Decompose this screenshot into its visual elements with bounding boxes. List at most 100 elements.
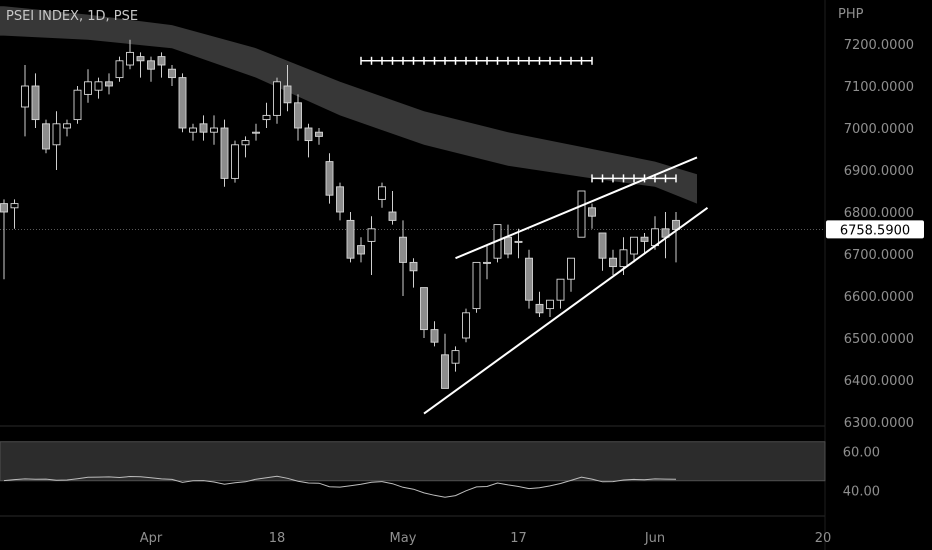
drawing-annotations[interactable]: [360, 56, 709, 415]
candle-body-up: [273, 81, 281, 116]
candle: [483, 245, 491, 280]
price-tick-label: 6500.0000: [844, 332, 914, 347]
candle-body-down: [609, 257, 617, 268]
candle-body-down: [105, 81, 113, 87]
candle-body-up: [619, 249, 628, 268]
candle: [304, 123, 313, 158]
candle-body-up: [84, 81, 92, 95]
candle: [420, 287, 428, 338]
candle-body-up: [367, 228, 376, 242]
oscillator-tick-label: 40.00: [843, 485, 880, 500]
candle: [630, 236, 638, 263]
candle: [105, 73, 113, 95]
price-axis[interactable]: 7200.0000 7100.0000 7000.0000 6900.0000 6800…: [826, 38, 924, 500]
candle: [10, 199, 19, 229]
candle-body-down: [672, 219, 680, 230]
candle-body-down: [441, 354, 449, 389]
last-price-label: 6758.5900: [840, 223, 910, 238]
candle: [0, 199, 8, 280]
candle-body-down: [420, 287, 428, 331]
candle: [73, 86, 82, 124]
candle-body-down: [178, 77, 187, 129]
candle-body-up: [630, 236, 638, 255]
price-tick-label: 6300.0000: [844, 416, 914, 431]
cross-marker-row: [360, 56, 593, 65]
candle-body-down: [588, 207, 596, 217]
candle-body-up: [462, 312, 470, 339]
candle-body-down: [294, 102, 302, 129]
candle-body-up: [63, 123, 71, 129]
candle-body-up: [514, 240, 523, 243]
candle: [535, 291, 544, 317]
time-tick-label: Jun: [644, 531, 665, 546]
candle-body-down: [42, 123, 50, 150]
trend-line: [423, 206, 709, 415]
candle-body-up: [126, 51, 134, 66]
candle: [21, 65, 29, 137]
candle-body-up: [556, 278, 565, 301]
candle: [325, 153, 334, 204]
candle: [388, 191, 397, 225]
time-tick-label: 17: [510, 531, 527, 546]
candle: [126, 39, 134, 70]
price-tick-label: 6800.0000: [844, 206, 914, 221]
candle-body-up: [577, 190, 586, 238]
candle: [546, 299, 554, 317]
candle-body-down: [598, 232, 607, 259]
candle: [273, 77, 281, 124]
time-tick-label: Apr: [140, 531, 163, 546]
candle-body-down: [304, 127, 313, 142]
moving-average-band: [0, 6, 697, 204]
candle: [441, 333, 449, 389]
candle: [252, 123, 260, 141]
candle-body-down: [0, 203, 8, 213]
candle: [525, 249, 533, 309]
candle: [367, 216, 376, 275]
candle: [672, 212, 680, 263]
price-tick-label: 6600.0000: [844, 290, 914, 305]
candle-body-down: [535, 303, 544, 314]
candle: [451, 346, 460, 372]
candle: [63, 119, 71, 137]
candle: [189, 123, 197, 141]
candle-body-down: [220, 127, 229, 179]
candle: [157, 52, 166, 78]
price-unit-label: PHP: [838, 7, 864, 22]
time-axis[interactable]: Apr 18 May 17 Jun 20: [140, 531, 832, 546]
candle: [598, 232, 607, 271]
price-tick-label: 6400.0000: [844, 374, 914, 389]
candle-body-up: [210, 127, 218, 133]
candle: [262, 102, 271, 128]
candle-body-down: [525, 257, 533, 301]
candle: [640, 233, 649, 254]
candle: [346, 212, 355, 263]
candle-body-up: [241, 140, 250, 146]
candle: [588, 203, 596, 229]
trend-line: [455, 156, 698, 260]
candle-body-up: [231, 144, 239, 179]
time-tick-label: 18: [269, 531, 286, 546]
candle-body-down: [147, 60, 155, 70]
oscillator-panel: [0, 441, 826, 498]
candle-body-up: [483, 261, 491, 264]
candle-body-up: [94, 81, 103, 91]
candle: [462, 308, 470, 343]
candle: [294, 94, 302, 141]
candle: [399, 220, 407, 296]
candle: [42, 119, 50, 154]
candle-body-down: [199, 123, 208, 133]
candle-body-up: [73, 89, 82, 121]
candle-body-down: [283, 85, 292, 104]
candle-body-up: [115, 60, 124, 79]
candle: [136, 52, 145, 78]
candle-body-down: [388, 211, 397, 221]
candle-body-up: [252, 131, 260, 134]
candle: [556, 278, 565, 309]
oscillator-tick-label: 60.00: [843, 446, 880, 461]
candle: [336, 182, 344, 221]
candle: [430, 321, 439, 347]
candle: [52, 111, 61, 170]
candle: [577, 190, 586, 238]
candle: [199, 115, 208, 141]
